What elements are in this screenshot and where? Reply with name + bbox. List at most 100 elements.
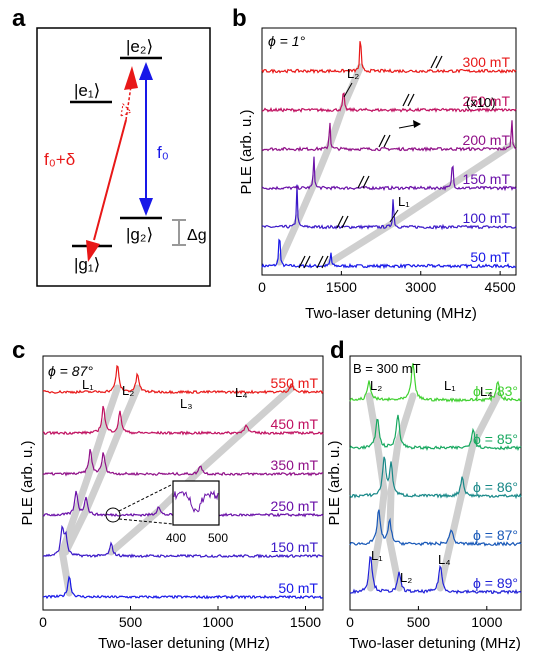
guide-line <box>365 392 388 592</box>
series-line <box>261 156 517 192</box>
series-label: ϕ = 89° <box>473 575 518 591</box>
series-line <box>42 524 324 559</box>
y-axis-label: PLE (arb. u.) <box>238 109 255 194</box>
level-label-e2: |e₂⟩ <box>126 37 153 56</box>
tick-label: 0 <box>346 614 354 630</box>
peak-label: L₁ <box>444 378 456 393</box>
angle-annotation: ϕ = 87° <box>48 363 93 379</box>
guide-line <box>58 384 121 597</box>
series-label: 150 mT <box>271 539 319 555</box>
x-ticks: 0 500 1000 <box>346 606 503 630</box>
panel-letter-c: c <box>12 337 25 364</box>
series-label: 450 mT <box>271 416 319 432</box>
level-label-e1: |e₁⟩ <box>74 81 100 100</box>
tick-label: 4500 <box>485 279 516 295</box>
tick-label: 1500 <box>326 279 357 295</box>
series-line <box>349 509 522 547</box>
peak-label: L₄ <box>438 552 451 567</box>
level-label-g2: |g₂⟩ <box>126 225 153 244</box>
series-line <box>349 556 522 595</box>
series-label: 250 mT <box>271 498 319 514</box>
series-line <box>261 92 517 113</box>
peak-label: L₄ <box>480 384 493 399</box>
y-axis-label: PLE (arb. u.) <box>326 440 343 525</box>
peak-label-l4: L₄ <box>235 385 248 400</box>
peak-label-l1: L₁ <box>82 377 94 392</box>
panel-d: ϕ = 89° ϕ = 87° ϕ = 86° ϕ = 85° ϕ = 83° 0 500… <box>326 355 522 652</box>
peak-label-l2: L₂ <box>347 66 359 81</box>
tick-label: 500 <box>407 614 431 630</box>
guide-line <box>275 63 364 266</box>
series-line <box>349 414 522 451</box>
traces: 50 mT 100 mT 150 mT 200 mT 250 mT 300 mT <box>261 28 517 270</box>
x-axis-label: Two-laser detuning (MHz) <box>305 305 477 322</box>
series-label: ϕ = 87° <box>473 527 518 543</box>
series-line <box>42 449 323 477</box>
tick-label: 1000 <box>202 614 233 630</box>
transition-label-blue: f₀ <box>157 143 169 162</box>
series-line <box>42 405 324 436</box>
series-label: 150 mT <box>463 171 511 187</box>
x-axis-label: Two-laser detuning (MHz) <box>349 635 521 652</box>
traces: ϕ = 89° ϕ = 87° ϕ = 86° ϕ = 85° ϕ = 83° <box>349 361 522 595</box>
series-label: ϕ = 85° <box>473 431 518 447</box>
panel-a: |e₂⟩ |e₁⟩ |g₂⟩ |g₁⟩ f₀+δ f₀ Δg <box>36 27 211 287</box>
guide-lines <box>275 63 516 266</box>
series-line <box>261 41 517 75</box>
panel-letter-d: d <box>330 337 345 364</box>
x-ticks: 0 500 1000 1500 <box>39 606 321 630</box>
guide-line <box>62 384 141 556</box>
angle-annotation: ϕ = 1° <box>268 33 306 49</box>
guide-line <box>107 384 295 556</box>
tick-label: 500 <box>119 614 143 630</box>
peak-label: L₂ <box>400 570 412 585</box>
series-label: 100 mT <box>463 210 511 226</box>
guide-line <box>327 141 516 266</box>
panel-letter-b: b <box>232 5 247 32</box>
guide-line <box>436 392 502 592</box>
series-label: 50 mT <box>470 249 510 265</box>
x-ticks: 0 1500 3000 4500 <box>258 271 516 295</box>
panel-letter-a: a <box>12 5 26 32</box>
series-line <box>42 364 324 395</box>
inset <box>172 480 220 526</box>
peak-label: L₁ <box>371 548 383 563</box>
series-label: 350 mT <box>271 457 319 473</box>
tick-label: 1500 <box>290 614 321 630</box>
panel-b: 50 mT 100 mT 150 mT 200 mT 250 mT 300 mT 0 150… <box>238 27 517 322</box>
series-line <box>349 363 522 403</box>
series-label: 300 mT <box>463 54 511 70</box>
peak-label-l3: L₃ <box>180 396 193 411</box>
transition-red <box>93 119 127 241</box>
series-line <box>261 184 517 231</box>
guide-lines <box>365 392 502 592</box>
peak-label-l1: L₁ <box>398 194 410 209</box>
tick-label: 3000 <box>405 279 436 295</box>
y-axis-label: PLE (arb. u.) <box>19 440 36 525</box>
series-label: ϕ = 86° <box>473 479 518 495</box>
scale-note: (x10) <box>466 95 496 110</box>
panel-c: 50 mT 150 mT 250 mT 350 mT 450 mT 550 mT 0 500… <box>19 355 324 652</box>
tick-label: 0 <box>39 614 47 630</box>
tick-label: 1000 <box>471 614 502 630</box>
series-line <box>261 120 517 153</box>
peak-label-l2: L₂ <box>122 383 134 398</box>
level-label-g1: |g₁⟩ <box>74 255 100 274</box>
guide-line <box>386 392 417 592</box>
series-line <box>349 456 522 500</box>
series-label: 50 mT <box>278 580 318 596</box>
series-line <box>42 575 324 600</box>
series-label: 200 mT <box>463 132 511 148</box>
splitting-label: Δg <box>187 227 207 244</box>
tick-label: 0 <box>258 279 266 295</box>
inset-tick: 500 <box>208 531 228 545</box>
transition-label-red: f₀+δ <box>44 150 75 169</box>
field-annotation: B = 300 mT <box>353 361 421 376</box>
series-label: 550 mT <box>271 375 319 391</box>
x-axis-label: Two-laser detuning (MHz) <box>98 635 270 652</box>
inset-trace <box>173 489 219 514</box>
peak-label: L₂ <box>370 378 382 393</box>
inset-tick: 400 <box>166 531 186 545</box>
series-label: 250 mT <box>463 93 511 109</box>
